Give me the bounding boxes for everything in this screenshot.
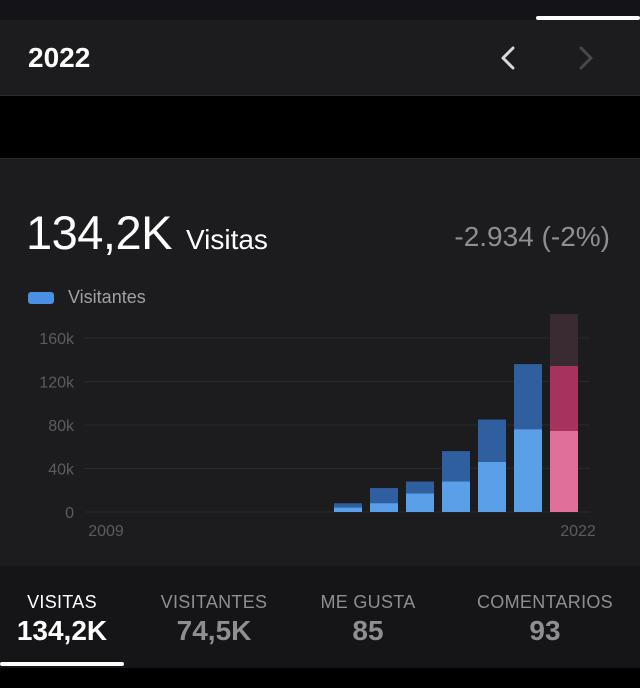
change-indicator: -2.934 (-2%) (454, 221, 610, 252)
tab-visitas[interactable]: VISITAS 134,2K (0, 566, 124, 668)
tab-label: COMENTARIOS (477, 592, 613, 612)
tab-label: VISITANTES (160, 592, 268, 612)
top-tab-indicator (536, 16, 640, 20)
tab-value: 85 (352, 615, 384, 646)
next-period-button[interactable] (568, 40, 604, 76)
y-tick-label: 160k (39, 331, 75, 348)
chevron-left-icon (501, 46, 515, 70)
bar-2022-series-0 (550, 430, 578, 512)
visits-bar-chart: 0 40k 80k 120k 160k 2009 2022 (39, 314, 596, 540)
bar-2016-series-0 (334, 507, 362, 512)
legend-swatch (28, 291, 54, 304)
bar-2019-series-0 (442, 481, 470, 512)
y-tick-label: 40k (48, 462, 75, 479)
bar-2018-series-0 (406, 493, 434, 512)
y-tick-label: 120k (39, 375, 75, 392)
bar-2020-series-0 (478, 461, 506, 512)
chart-legend: Visitantes (28, 287, 146, 308)
headline-unit: Visitas (185, 224, 268, 255)
tab-label: VISITAS (27, 592, 97, 612)
bottom-band (0, 668, 640, 688)
metric-tabs: VISITAS 134,2K VISITANTES 74,5K ME GUSTA… (0, 566, 640, 668)
chevron-right-icon (579, 46, 593, 70)
tab-comentarios[interactable]: COMENTARIOS 93 (466, 566, 624, 668)
tab-value: 93 (529, 615, 561, 646)
status-strip (0, 0, 640, 20)
y-tick-label: 80k (48, 418, 75, 435)
tab-me-gusta[interactable]: ME GUSTA 85 (300, 566, 436, 668)
headline-value: 134,2K (26, 206, 172, 259)
bar-2017-series-0 (370, 503, 398, 512)
stats-card: 134,2K Visitas -2.934 (-2%) Visitantes 0… (0, 158, 640, 566)
tab-visitantes[interactable]: VISITANTES 74,5K (142, 566, 286, 668)
y-tick-label: 0 (65, 505, 74, 522)
separator-band (0, 96, 640, 158)
bar-2021-series-0 (514, 429, 542, 512)
tab-value: 134,2K (16, 615, 108, 646)
active-tab-underline (0, 662, 124, 666)
x-tick-label: 2022 (560, 523, 596, 540)
x-tick-label: 2009 (88, 523, 124, 540)
tab-label: ME GUSTA (320, 592, 416, 612)
headline: 134,2K Visitas (26, 205, 268, 260)
legend-label: Visitantes (68, 287, 146, 307)
period-title: 2022 (28, 42, 91, 73)
tab-value: 74,5K (176, 615, 252, 646)
period-header: 2022 (0, 20, 640, 96)
previous-period-button[interactable] (490, 40, 526, 76)
